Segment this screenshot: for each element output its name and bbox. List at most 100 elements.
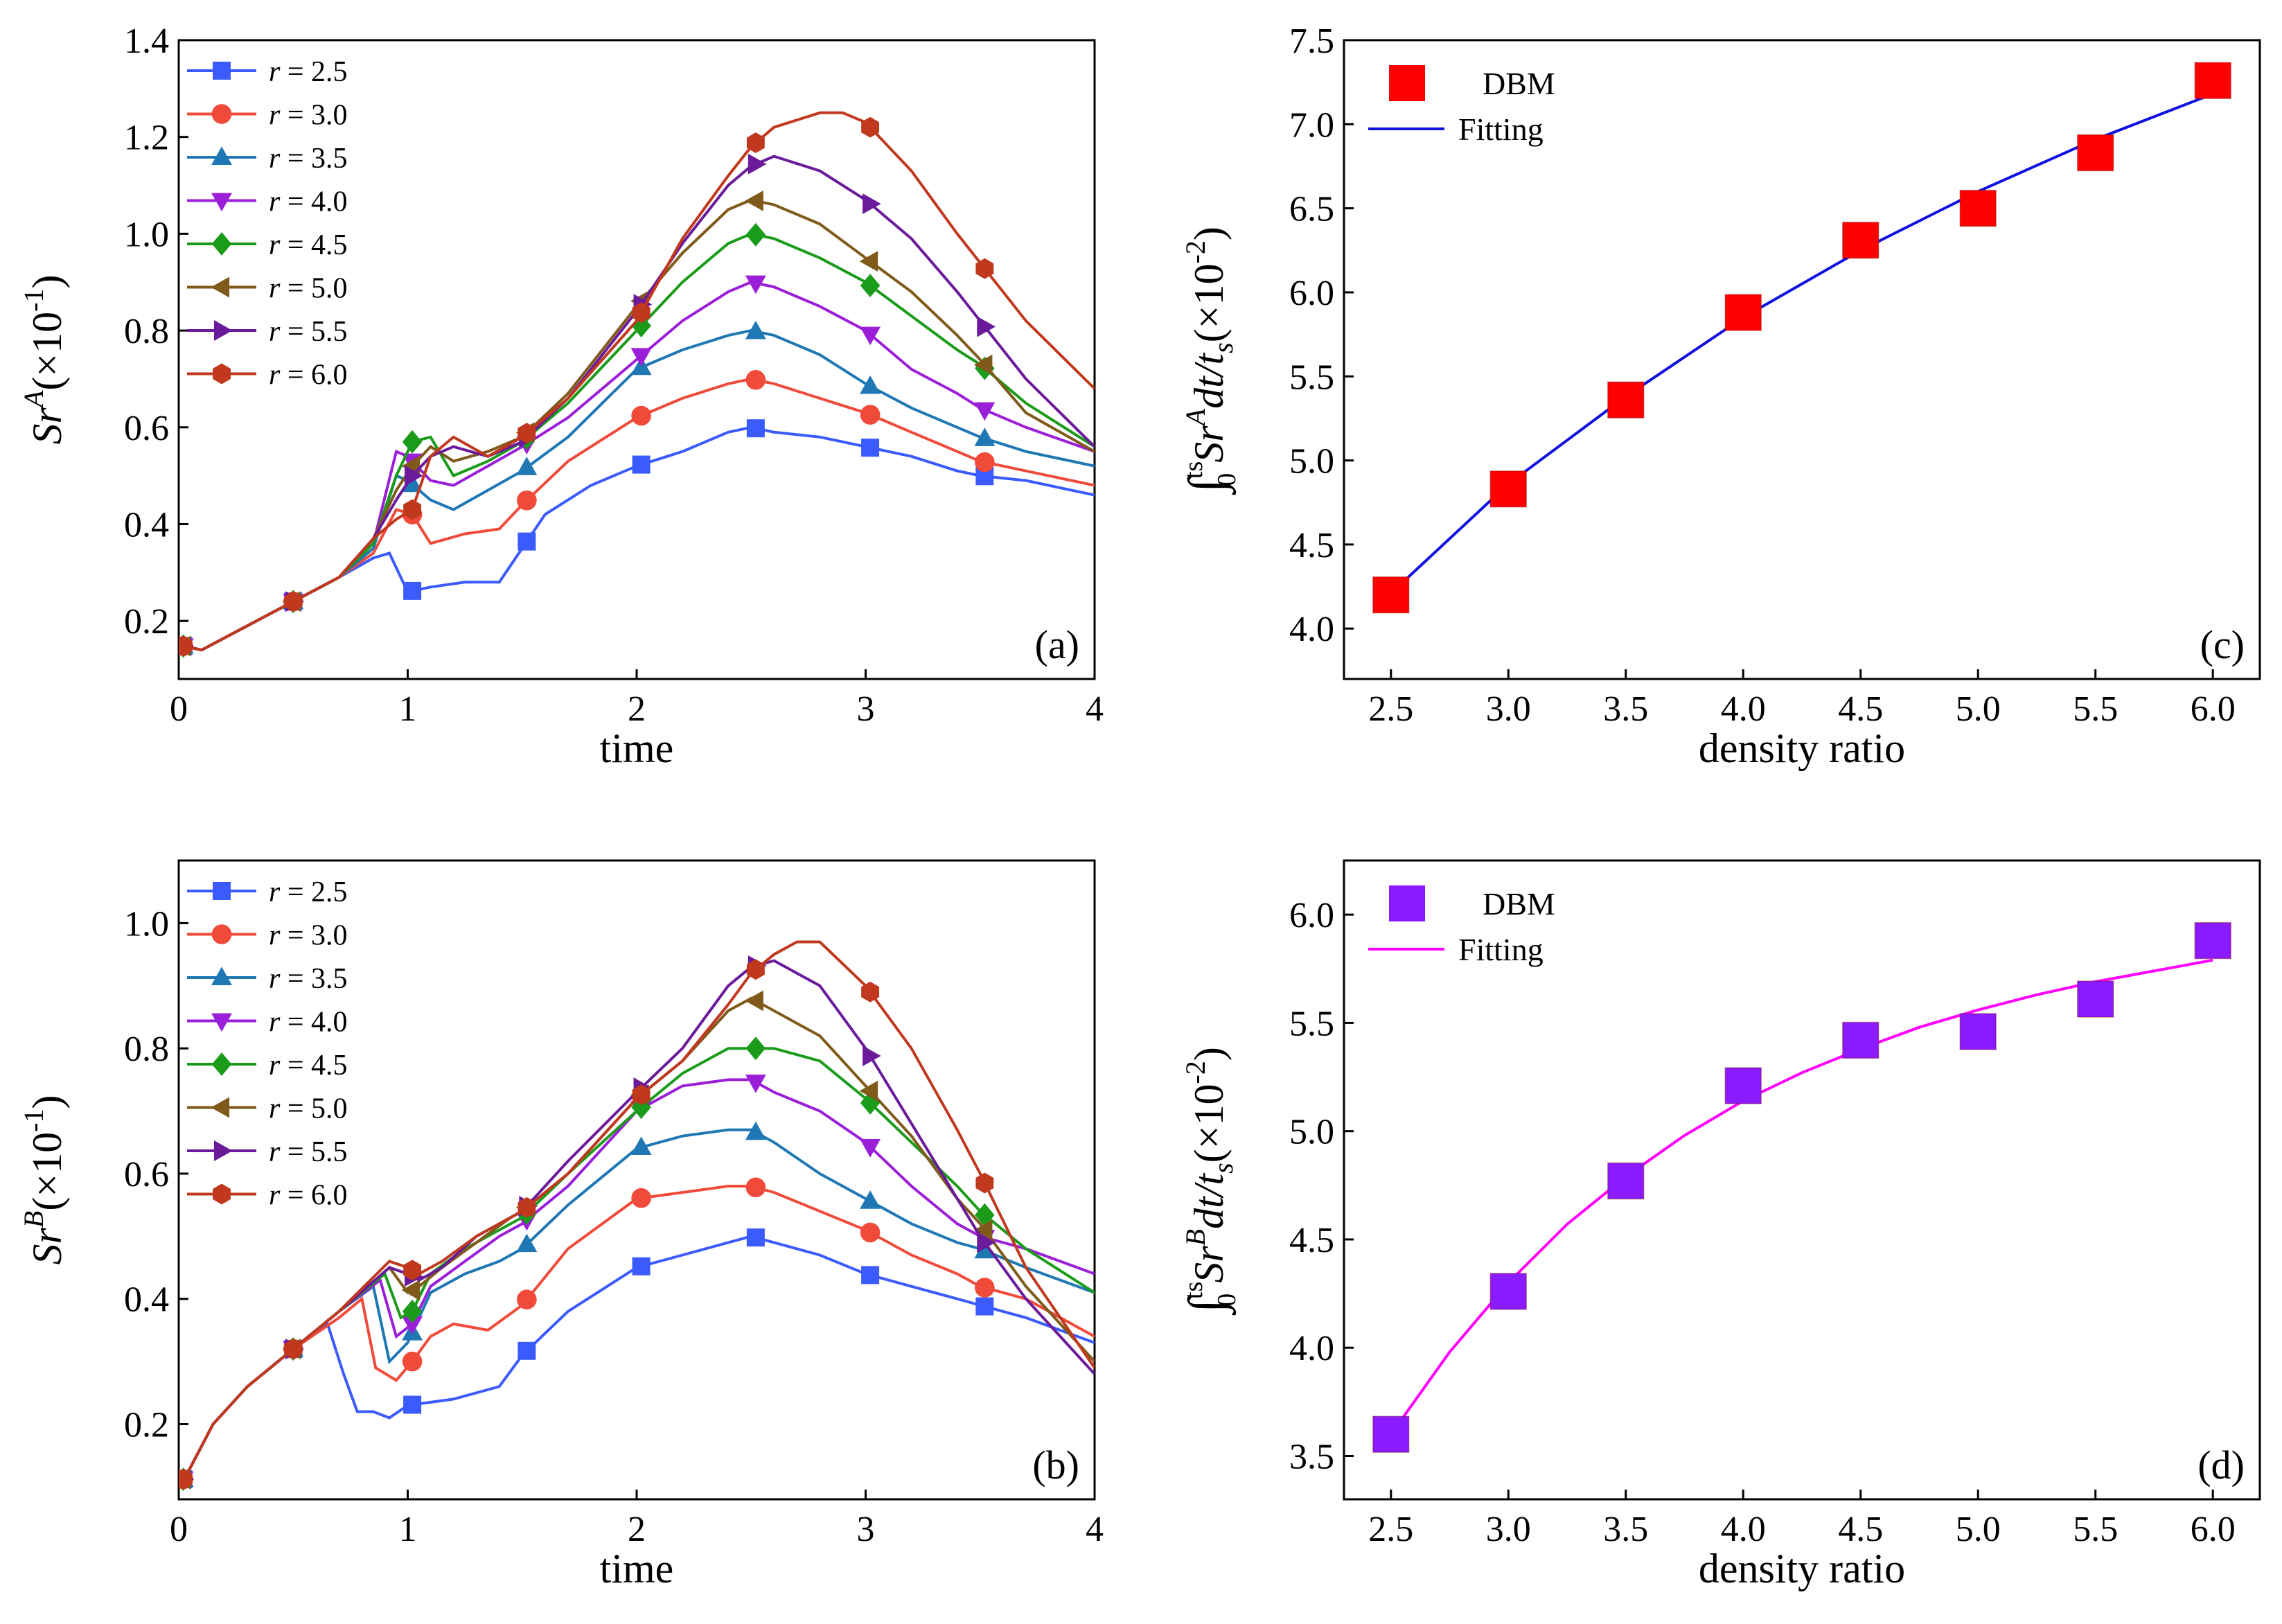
y-tick-label: 1.2 [124,118,169,158]
y-tick-label: 0.6 [124,409,169,448]
x-tick-label: 2.5 [1368,689,1413,729]
legend-marker [213,1140,233,1161]
data-point [1724,294,1762,331]
data-point [518,1341,536,1360]
data-point [1372,576,1410,614]
legend-label: Fitting [1458,112,1544,147]
data-point [745,320,766,339]
y-axis-label-part: Sr [1186,425,1232,473]
data-point [860,274,881,298]
data-point [859,1080,878,1102]
legend-label: r = 5.0 [269,273,348,305]
data-point [631,1188,651,1208]
x-tick-label: 2.5 [1368,1510,1413,1549]
legend-prefix: r [269,876,288,908]
legend-marker [211,193,232,212]
y-axis-label-part: B [1180,1229,1211,1246]
data-point [860,1139,881,1158]
data-point [746,132,765,154]
legend-prefix: r [269,1050,288,1082]
fit-line [1390,958,2213,1436]
data-point [516,1233,538,1253]
y-tick-label: 0.8 [124,312,169,351]
y-axis-label-part: ∫ [1178,476,1237,495]
series-line-r-3.0 [179,1185,1095,1488]
data-point [861,981,880,1003]
data-point [402,1299,423,1323]
fit-line [1390,92,2213,594]
legend-prefix: r [269,1136,288,1168]
legend-marker [211,1097,230,1118]
chart-panel-d: 2.5 3.0 3.5 4.0 4.5 5.0 5.5 6.0 3.5 4.0 4.5 5.0 5.5 6… [1178,859,2261,1591]
legend-marker [211,232,232,256]
data-point [977,316,996,337]
legend-marker [211,1052,232,1076]
legend-prefix: r [269,143,288,175]
y-tick-label: 7.5 [1289,21,1334,61]
data-point [975,258,994,279]
legend: r = 2.5r = 3.0r = 3.5r = 4.0r = 4.5r = 5… [187,56,348,391]
data-point [974,1239,996,1259]
legend-prefix: r [269,360,288,391]
x-tick-label: 4.5 [1838,689,1883,729]
plot-frame [1343,39,2261,680]
y-axis-label-part: -1 [18,1109,49,1132]
legend-marker [211,1013,232,1032]
data-point [405,465,423,486]
legend-value: = 5.0 [288,273,348,305]
legend-label: r = 3.0 [269,100,348,132]
legend-marker [213,363,231,385]
data-point [860,405,881,425]
data-point [402,1316,423,1335]
legend-prefix: r [269,316,288,348]
x-tick-label: 4 [1086,1510,1104,1549]
x-tick-label: 3.0 [1486,1510,1531,1549]
legend-value: = 3.0 [288,100,348,132]
data-point [1959,189,1997,227]
data-point [1724,1067,1762,1104]
data-point [518,423,536,444]
series-line-r-6.0 [179,111,1095,652]
y-tick-label: 5.5 [1289,1004,1334,1043]
data-point [403,499,422,520]
data-point [2076,134,2114,172]
y-tick-label: 0.4 [124,1280,169,1320]
legend-value: = 3.0 [288,920,348,952]
y-axis-label-part: 0 [1212,1294,1241,1307]
data-point [861,439,880,457]
legend-marker [211,967,232,986]
y-axis-label-part: ts [1179,1282,1208,1299]
y-axis-label-part: ) [24,1095,70,1109]
x-tick-label: 5.5 [2073,689,2118,729]
series-line-r-6.0 [179,940,1095,1488]
y-axis-label-part: (×10 [24,1132,70,1211]
legend-label: Fitting [1458,932,1544,967]
data-point [402,1351,423,1372]
legend-marker [211,104,232,124]
legend-prefix: r [269,920,288,952]
legend-label: r = 5.0 [269,1093,348,1125]
y-axis-label: ∫ts 0 SrBdt/ts(×10-2) [1178,1047,1241,1316]
data-point [748,153,767,175]
legend-prefix: r [269,56,288,88]
y-tick-label: 6.5 [1289,190,1334,229]
x-tick-label: 0 [170,1510,188,1549]
data-point [975,1203,995,1227]
legend-prefix: r [269,100,288,132]
legend-label: r = 2.5 [269,56,348,88]
legend-prefix: r [269,1093,288,1125]
legend-label: r = 3.5 [269,143,348,175]
y-axis-label-part: -2 [1180,240,1211,263]
data-point [975,1278,995,1298]
data-point [745,990,763,1012]
data-point [1607,1162,1645,1200]
data-point [975,452,995,473]
y-tick-label: 1.0 [124,215,169,254]
legend-value: = 4.5 [288,229,348,261]
data-point [745,1121,766,1140]
y-axis-label-part: -2 [1180,1061,1211,1084]
data-point [402,430,423,454]
x-axis-label: density ratio [1699,1546,1905,1591]
y-axis-label-part: dt/t [1186,353,1232,409]
data-point [973,1219,993,1241]
